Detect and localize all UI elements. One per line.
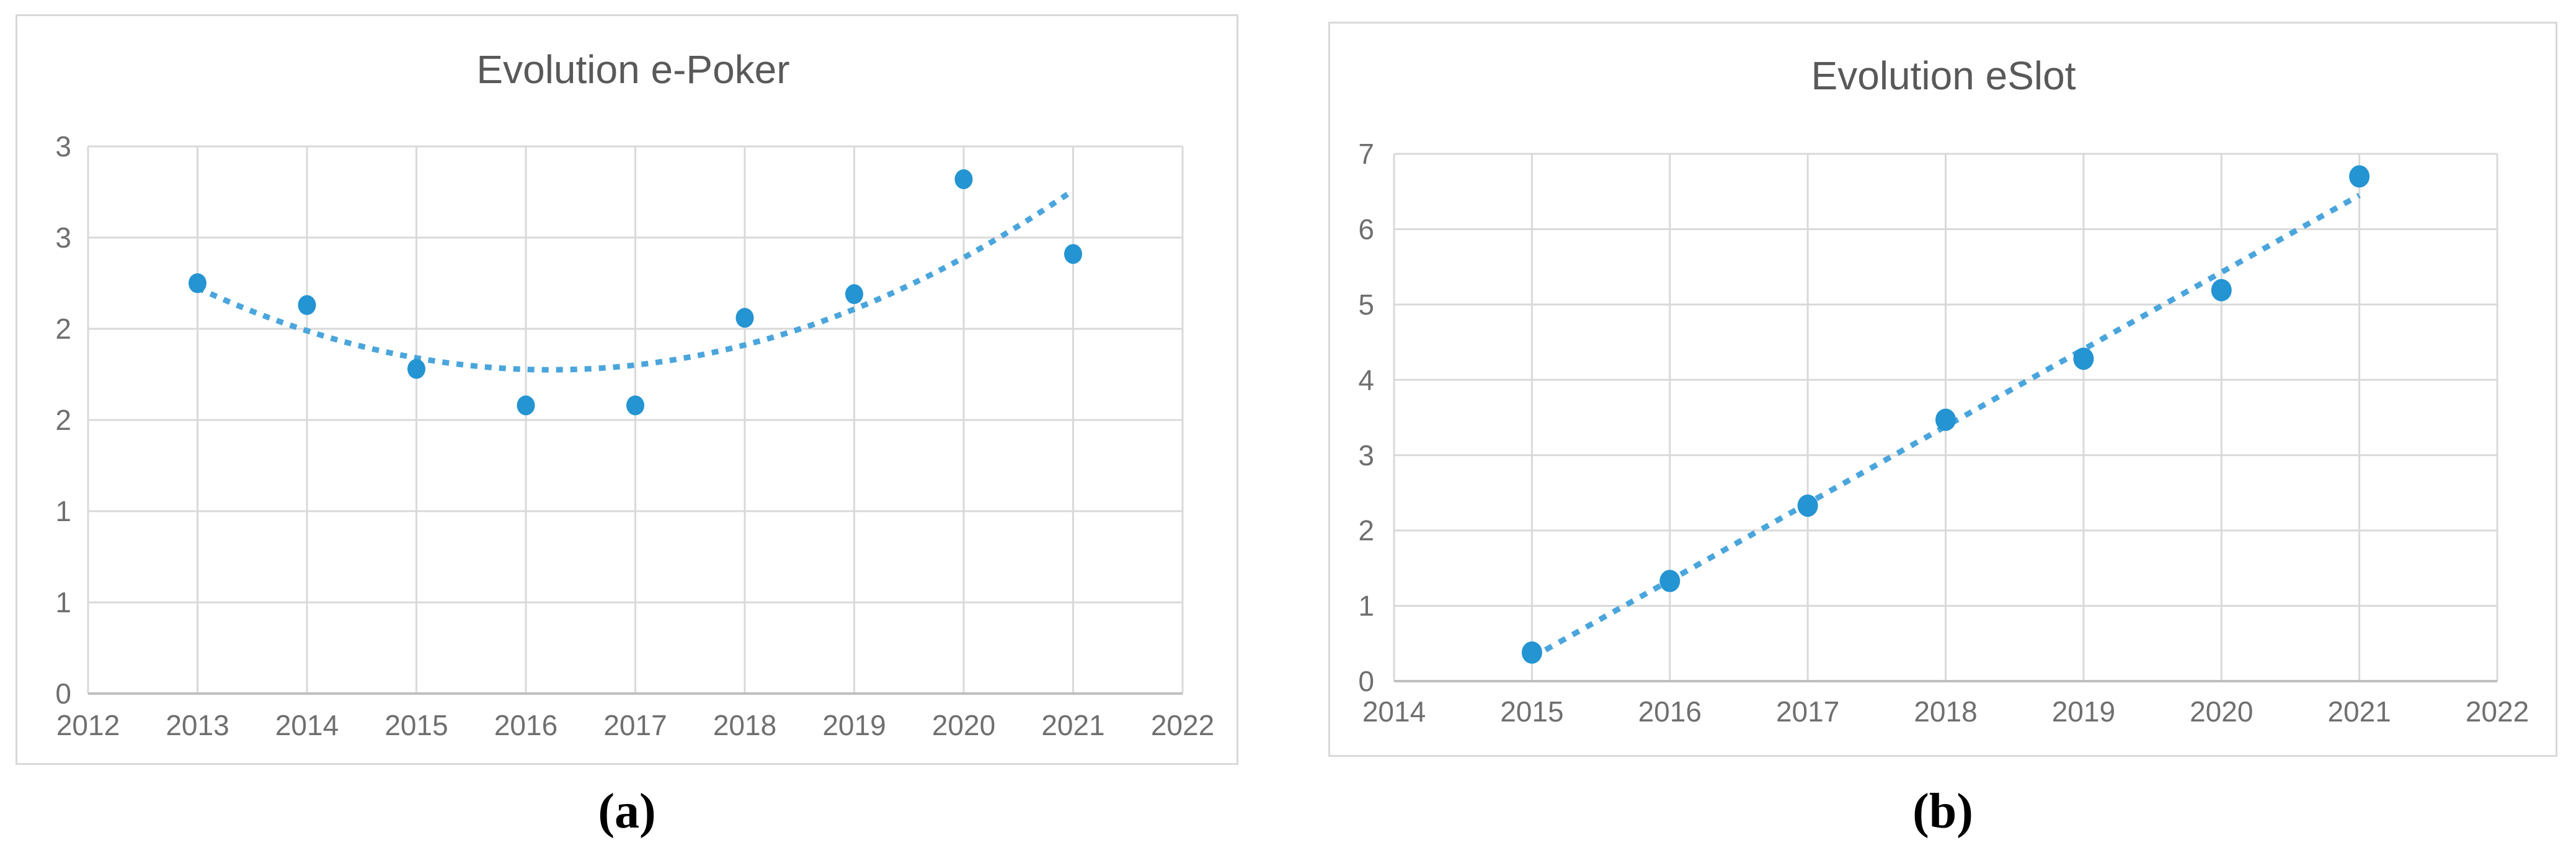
x-tick-label: 2020 <box>932 709 995 741</box>
y-tick-label: 4 <box>1358 364 1374 396</box>
data-point <box>1521 641 1542 664</box>
data-point <box>626 395 644 416</box>
data-point <box>407 359 425 379</box>
y-tick-label: 3 <box>1358 439 1374 471</box>
data-point <box>298 295 316 315</box>
y-tick-label: 1 <box>1358 590 1374 622</box>
data-point <box>735 308 754 328</box>
data-point <box>1935 408 1956 431</box>
x-tick-label: 2014 <box>275 709 339 741</box>
x-tick-label: 2020 <box>2190 695 2253 728</box>
x-tick-label: 2016 <box>1638 695 1702 728</box>
x-tick-label: 2016 <box>494 709 557 741</box>
x-tick-label: 2015 <box>384 709 448 741</box>
data-point <box>954 169 973 189</box>
x-tick-label: 2019 <box>822 709 886 741</box>
y-tick-label: 3 <box>55 130 71 163</box>
y-tick-label: 6 <box>1358 213 1374 246</box>
y-tick-label: 5 <box>1358 288 1374 321</box>
data-point <box>1659 569 1681 592</box>
y-tick-label: 2 <box>1358 514 1374 547</box>
y-tick-label: 2 <box>55 313 71 345</box>
data-point <box>2211 279 2232 301</box>
caption-a: (a) <box>598 784 656 839</box>
trendline <box>196 188 1075 373</box>
y-tick-label: 0 <box>55 677 71 710</box>
x-tick-label: 2019 <box>2052 695 2115 728</box>
data-point <box>1064 244 1082 264</box>
scatter-plot-b: 2014 2015 2016 2017 2018 2019 2020 2021 2022 7 6 5 4… <box>1358 138 2529 728</box>
x-tick-label: 2013 <box>166 709 229 741</box>
x-tick-label: 2021 <box>1041 709 1104 741</box>
y-tick-label: 1 <box>55 586 71 619</box>
x-tick-label: 2022 <box>1151 709 1214 741</box>
chart-panel-a: 2012 2013 2014 2015 2016 2017 2018 2019 2020 2021… <box>16 14 1238 765</box>
y-tick-label: 7 <box>1358 138 1374 170</box>
x-tick-label: 2012 <box>56 709 120 741</box>
y-tick-label: 1 <box>55 495 71 527</box>
chart-title-a: Evolution e-Poker <box>476 47 790 92</box>
x-tick-label: 2017 <box>1776 695 1839 728</box>
scatter-plot-a: 2012 2013 2014 2015 2016 2017 2018 2019 2020 2021… <box>55 130 1214 741</box>
x-tick-label: 2018 <box>713 709 776 741</box>
x-tick-label: 2017 <box>603 709 667 741</box>
data-point <box>2073 347 2094 370</box>
x-tick-label: 2015 <box>1500 695 1563 728</box>
x-tick-label: 2022 <box>2466 695 2529 728</box>
data-point <box>2349 165 2370 188</box>
data-point <box>1797 494 1818 517</box>
x-tick-label: 2018 <box>1914 695 1977 728</box>
x-tick-label: 2021 <box>2327 695 2391 728</box>
y-tick-label: 0 <box>1358 665 1374 697</box>
x-tick-label: 2014 <box>1362 695 1426 728</box>
data-point <box>189 273 207 293</box>
chart-panel-b: 2014 2015 2016 2017 2018 2019 2020 2021 2022 7 6 5 4… <box>1328 22 2557 757</box>
y-tick-label: 3 <box>55 221 71 254</box>
caption-b: (b) <box>1912 784 1973 839</box>
data-point <box>517 395 535 416</box>
data-point <box>845 284 863 305</box>
chart-title-b: Evolution eSlot <box>1811 53 2076 98</box>
y-tick-label: 2 <box>55 404 71 436</box>
